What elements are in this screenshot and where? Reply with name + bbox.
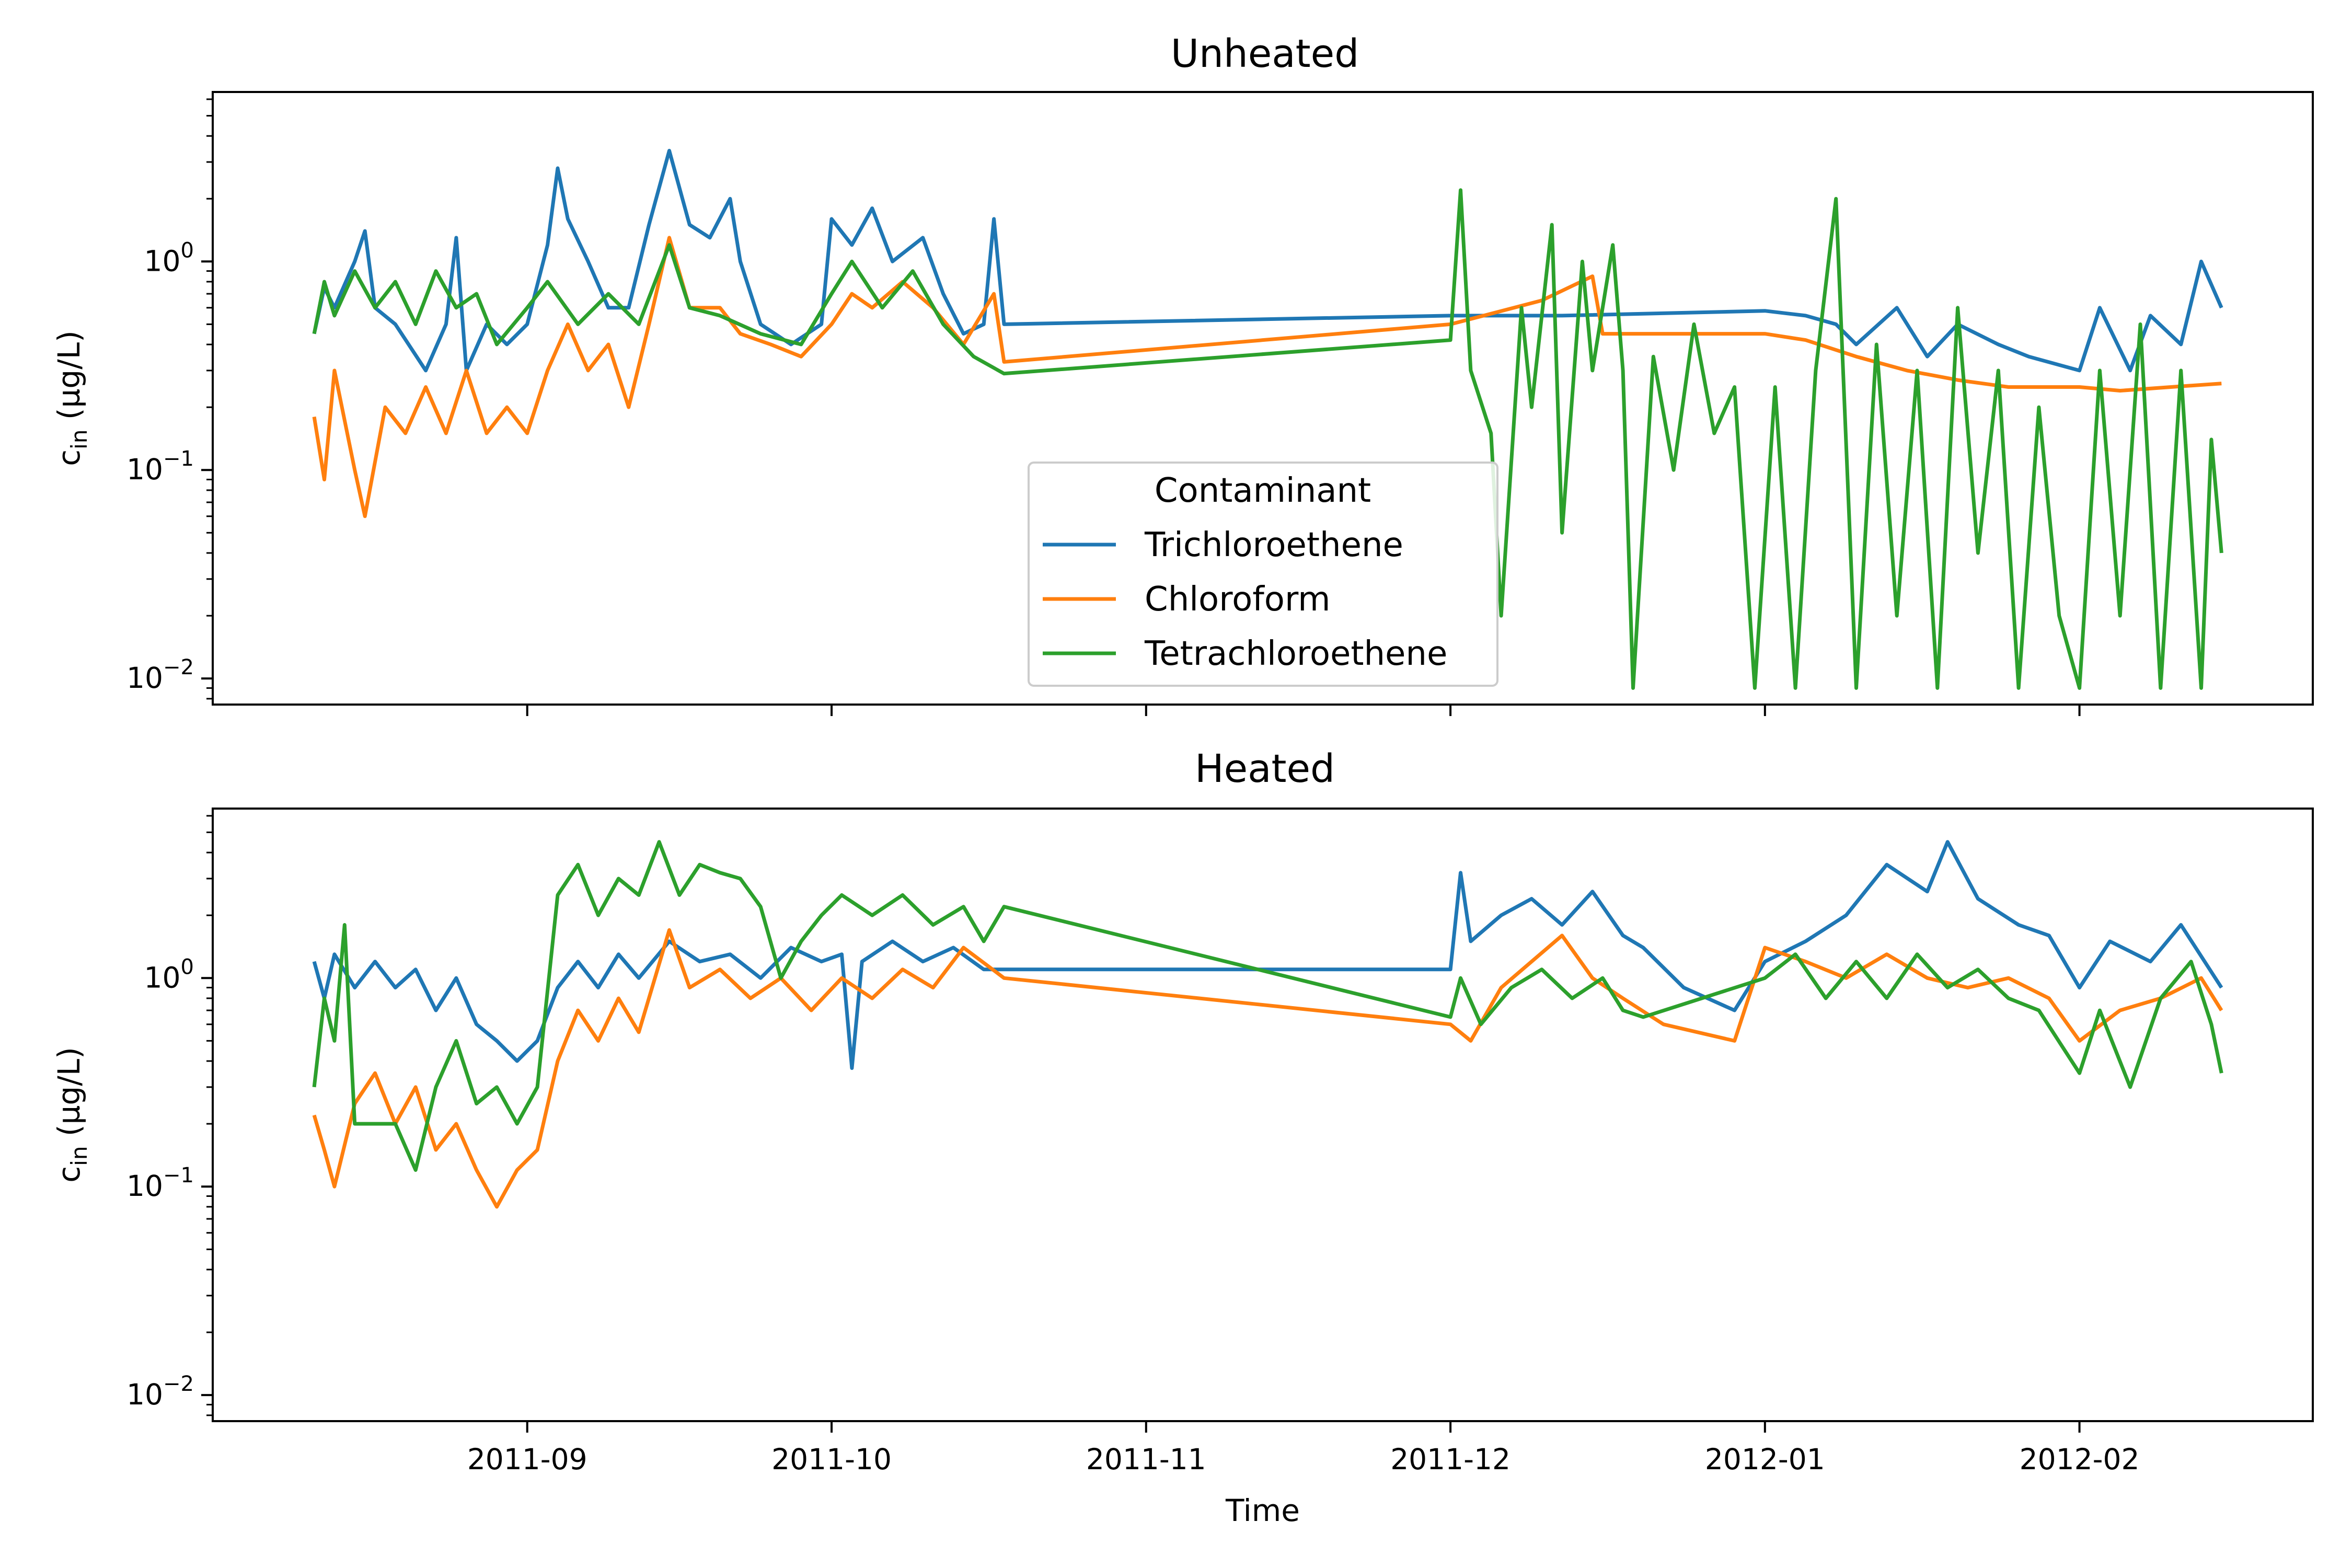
- panel-unheated: Unheated 100 10−1 10−2 cin (µg/L) Contamin…: [51, 31, 2314, 716]
- x-tick-label: 2011-10: [771, 1443, 892, 1476]
- x-ticks-unheated: [526, 705, 2081, 716]
- legend-frame: [1028, 462, 1498, 687]
- panel-title-heated: Heated: [1195, 746, 1335, 791]
- ylabel-sub: in: [66, 1146, 92, 1166]
- y-ticks-heated: 100 10−1 10−2: [126, 815, 213, 1416]
- ylabel-main: c: [51, 449, 87, 466]
- y-tick-label: 10−2: [126, 1372, 194, 1411]
- y-tick-label: 10−2: [126, 655, 194, 695]
- axes-frame-heated: [212, 808, 2314, 1422]
- panel-title-unheated: Unheated: [1171, 31, 1359, 76]
- x-axis-label: Time: [1225, 1493, 1300, 1528]
- panel-heated: Heated 100 10−1 10−2 2011-09 2011-10 2011-11…: [51, 746, 2314, 1476]
- axes-frame-unheated: [212, 91, 2314, 706]
- legend-label-trichloroethene: Trichloroethene: [1144, 526, 1403, 564]
- legend-title: Contaminant: [1155, 471, 1371, 510]
- ylabel-unit: (µg/L): [51, 1047, 87, 1146]
- x-tick-label: 2011-12: [1390, 1443, 1511, 1476]
- legend-label-tetrachloroethene: Tetrachloroethene: [1144, 635, 1447, 673]
- plot-area-heated: [312, 840, 2223, 1209]
- plot-area-unheated: [312, 148, 2223, 690]
- legend-label-chloroform: Chloroform: [1145, 580, 1330, 619]
- y-ticks-unheated: 100 10−1 10−2: [126, 98, 213, 700]
- x-ticks-heated: 2011-09 2011-10 2011-11 2011-12 2012-01 2012-…: [467, 1421, 2140, 1476]
- x-tick-label: 2011-09: [467, 1443, 587, 1476]
- x-tick-label: 2012-01: [1705, 1443, 1825, 1476]
- series-line-tetrachloroethene: [312, 840, 2223, 1172]
- ylabel-main: c: [51, 1166, 87, 1183]
- y-tick-label: 10−1: [126, 1163, 194, 1203]
- x-tick-label: 2012-02: [2020, 1443, 2140, 1476]
- ylabel-sub: in: [66, 430, 92, 449]
- y-tick-label: 10−1: [126, 447, 194, 486]
- ylabel-unit: (µg/L): [51, 330, 87, 429]
- x-tick-label: 2011-11: [1086, 1443, 1206, 1476]
- series-line-trichloroethene: [312, 840, 2223, 1070]
- series-line-trichloroethene: [312, 148, 2223, 373]
- y-axis-label-unheated: cin (µg/L): [51, 330, 92, 466]
- series-line-chloroform: [312, 236, 2222, 518]
- series-line-tetrachloroethene: [312, 188, 2223, 690]
- y-tick-label: 100: [144, 955, 194, 994]
- legend: Contaminant Trichloroethene Chloroform T…: [1028, 462, 1498, 687]
- y-tick-label: 100: [144, 238, 194, 278]
- y-axis-label-heated: cin (µg/L): [51, 1047, 92, 1182]
